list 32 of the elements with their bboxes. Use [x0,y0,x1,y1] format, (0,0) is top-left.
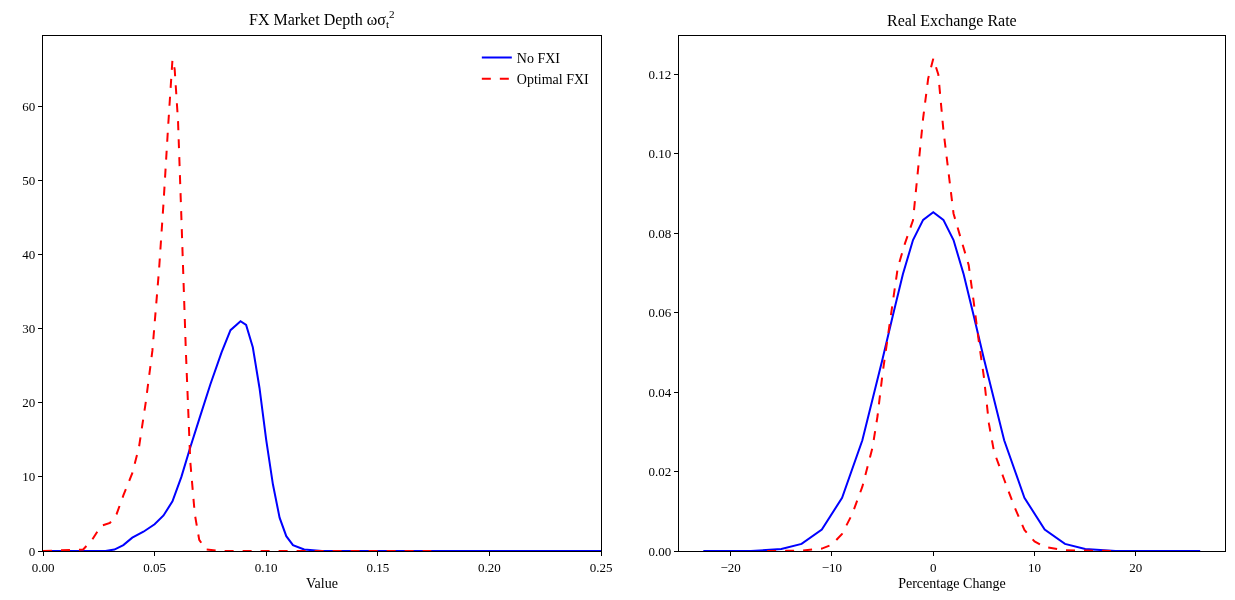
y-tick-label: 0.04 [648,384,672,400]
x-tick-label: 0.15 [366,559,390,575]
x-tick-label: 20 [1129,559,1143,575]
legend-label: No FXI [516,51,561,67]
y-tick-label: 60 [22,98,36,114]
x-tick-label: −20 [720,559,741,575]
y-tick-label: 0.10 [648,146,672,162]
y-tick-label: 50 [22,173,36,189]
legend-label: Optimal FXI [516,72,590,88]
y-tick-label: 40 [22,247,36,263]
x-axis-title: Percentage Change [898,576,1006,591]
y-tick-label: 0.02 [648,464,672,480]
x-tick-label: 0.20 [478,559,501,575]
line-series [766,57,1114,551]
y-tick-label: 0.06 [648,305,672,321]
line-series [702,211,1202,551]
y-tick-label: 10 [22,469,36,485]
y-tick-label: 0 [28,543,36,559]
x-tick-label: 0.10 [254,559,278,575]
y-tick-label: 20 [22,395,36,411]
y-tick-label: 0.12 [648,67,672,83]
y-tick-label: 0.00 [648,543,672,559]
x-tick-label: 0.25 [589,559,613,575]
x-tick-label: 0 [930,559,937,575]
chart-title: Real Exchange Rate [887,12,1017,30]
x-tick-label: 10 [1028,559,1042,575]
y-tick-label: 0.08 [648,225,672,241]
line-series [43,58,433,551]
y-tick-label: 30 [22,321,36,337]
x-axis-title: Value [306,576,338,591]
x-tick-label: 0.05 [143,559,166,575]
x-tick-label: −10 [821,559,843,575]
